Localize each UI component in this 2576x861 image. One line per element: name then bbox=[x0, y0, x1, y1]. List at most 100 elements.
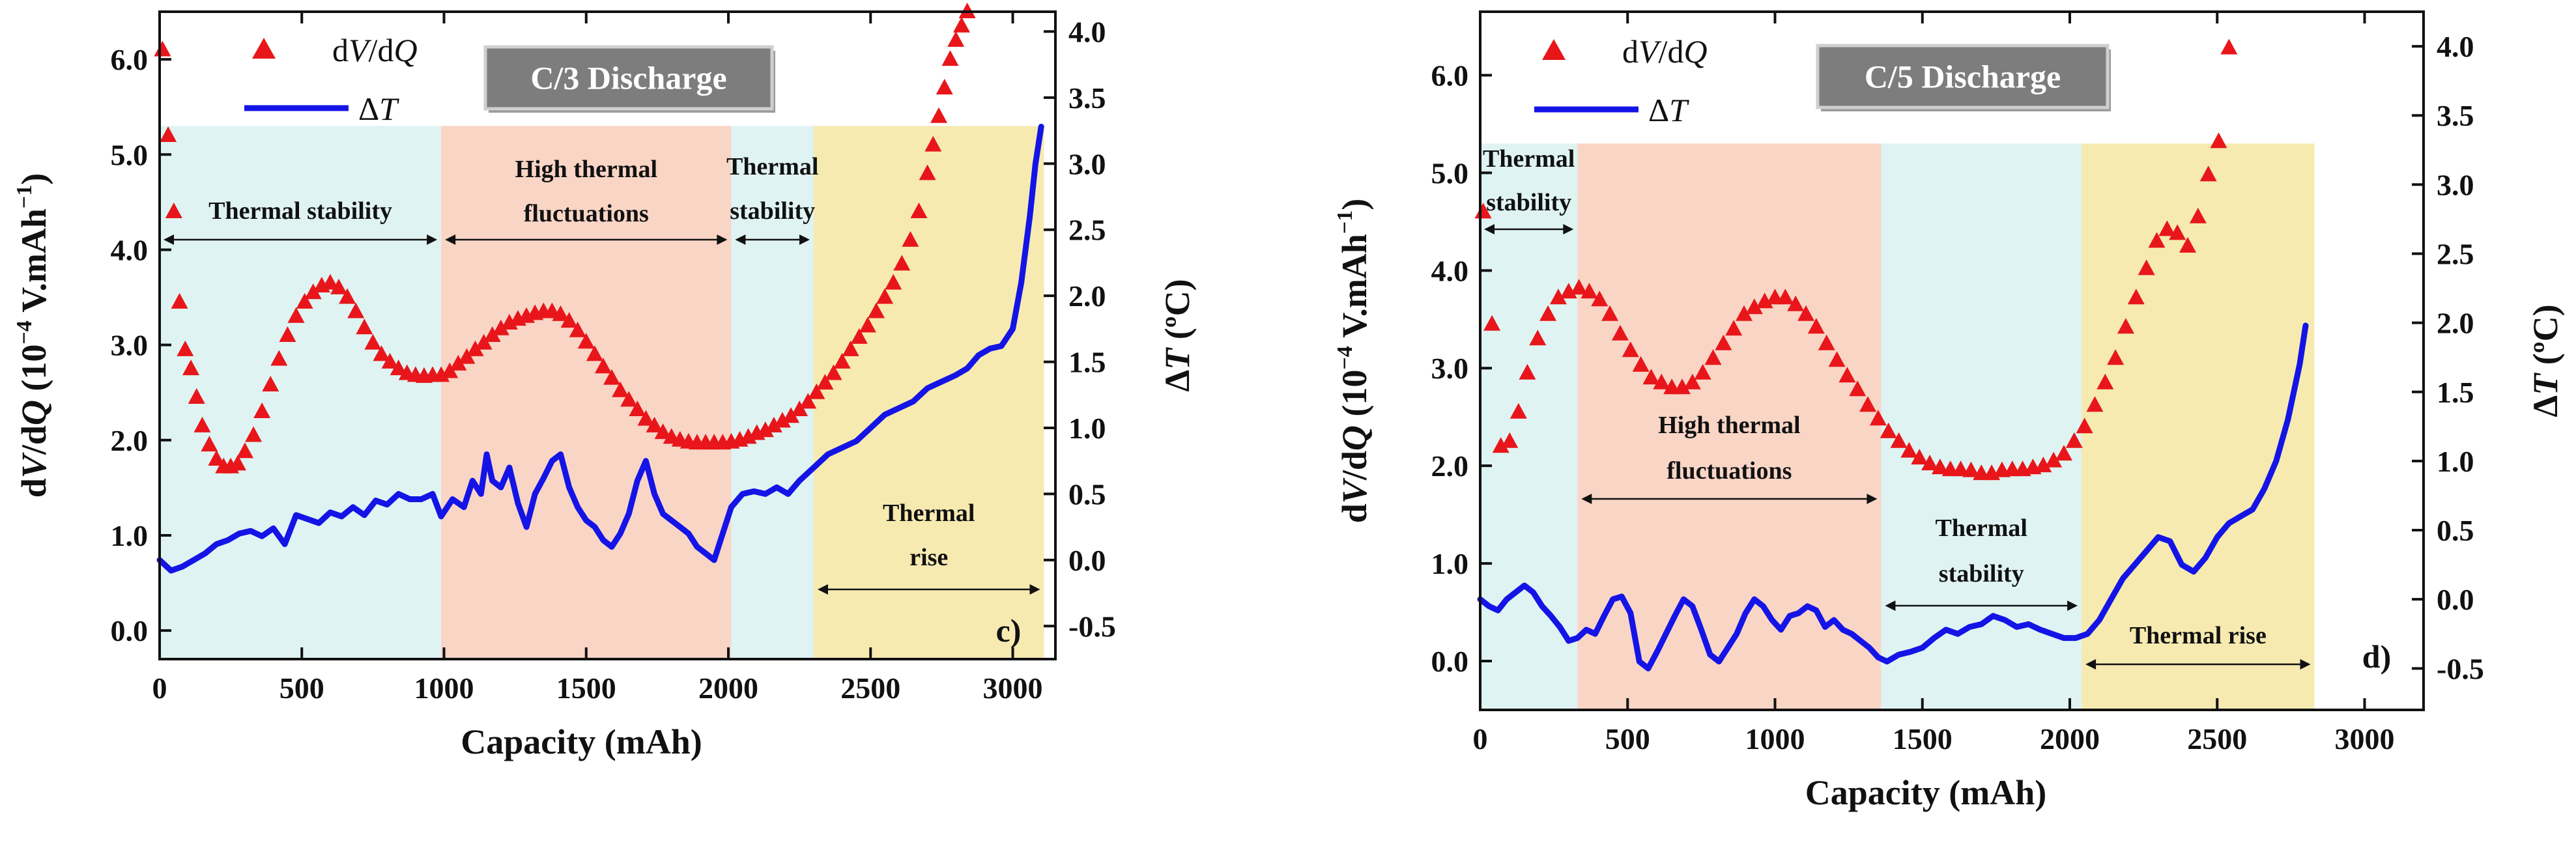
x-tick-label: 500 bbox=[1605, 722, 1650, 755]
arrow-head-left bbox=[2085, 659, 2097, 670]
dvdq-point bbox=[1931, 459, 1949, 475]
dvdq-point bbox=[1962, 461, 1980, 477]
x-tick-label: 1500 bbox=[556, 671, 616, 705]
dvdq-point bbox=[868, 302, 885, 318]
region-band bbox=[1881, 143, 2082, 711]
region-label: High thermal bbox=[1658, 412, 1800, 439]
y-left-tick-label: 4.0 bbox=[111, 233, 149, 266]
dvdq-point bbox=[339, 288, 356, 304]
region-label: Thermal bbox=[1483, 145, 1575, 173]
y-right-tick-label: 1.5 bbox=[2437, 376, 2474, 409]
dvdq-point bbox=[629, 401, 646, 417]
x-tick-label: 1000 bbox=[414, 671, 474, 705]
dvdq-point bbox=[885, 274, 902, 290]
dvdq-point bbox=[208, 450, 225, 466]
dvdq-point bbox=[356, 318, 373, 335]
arrow-head-right bbox=[1029, 584, 1040, 595]
dvdq-point bbox=[910, 202, 928, 218]
dvdq-point bbox=[1911, 449, 1928, 465]
y-right-tick-label: 3.0 bbox=[1068, 147, 1106, 180]
dvdq-point bbox=[569, 321, 586, 337]
chart-panel-c: Thermal stability High thermal fluctuation… bbox=[12, 3, 1197, 761]
x-tick-label: 0 bbox=[152, 671, 167, 705]
dvdq-point bbox=[2097, 373, 2114, 389]
dvdq-point bbox=[2158, 220, 2176, 236]
legend-triangle-marker bbox=[252, 38, 276, 59]
x-tick-label: 1000 bbox=[1745, 722, 1805, 755]
region-label: fluctuations bbox=[1667, 457, 1792, 485]
dvdq-point bbox=[1483, 315, 1501, 331]
y-right-axis-label: ΔT (ºC) bbox=[2526, 304, 2565, 417]
dvdq-point bbox=[654, 423, 672, 440]
y-left-tick-label: 1.0 bbox=[1431, 547, 1469, 580]
dvdq-point bbox=[833, 352, 851, 369]
dvdq-point bbox=[1611, 324, 1629, 341]
dvdq-point bbox=[2055, 445, 2072, 461]
dvdq-point bbox=[2127, 289, 2145, 305]
y-right-tick-label: 2.0 bbox=[1068, 279, 1106, 313]
dvdq-point bbox=[171, 292, 188, 309]
arrow-head-right bbox=[427, 234, 438, 245]
x-tick-label: 1500 bbox=[1893, 722, 1953, 755]
arrow-head-left bbox=[164, 234, 174, 245]
legend-label-dvdq: dV/dQ bbox=[1622, 33, 1708, 70]
dvdq-point bbox=[850, 328, 868, 344]
y-left-tick-label: 2.0 bbox=[1431, 449, 1469, 483]
dvdq-point bbox=[936, 78, 953, 94]
dvdq-point bbox=[253, 402, 271, 418]
dvdq-point bbox=[160, 126, 177, 143]
dvdq-point bbox=[2086, 396, 2104, 412]
dvdq-point bbox=[1694, 363, 1711, 380]
y-right-tick-label: -0.5 bbox=[2437, 652, 2484, 685]
dvdq-point bbox=[245, 426, 263, 442]
dvdq-point bbox=[842, 340, 859, 356]
dvdq-point bbox=[450, 354, 467, 371]
dvdq-point bbox=[941, 50, 959, 66]
dvdq-point bbox=[947, 31, 965, 47]
dvdq-point bbox=[1539, 305, 1557, 321]
dvdq-point bbox=[2210, 132, 2227, 148]
dvdq-point bbox=[756, 421, 774, 438]
dvdq-point bbox=[1777, 289, 1794, 305]
dvdq-point bbox=[876, 288, 894, 304]
dvdq-point bbox=[2076, 417, 2093, 434]
arrow-head-left bbox=[817, 584, 828, 595]
region-label: Thermal bbox=[726, 153, 818, 180]
dvdq-point bbox=[765, 416, 782, 432]
dvdq-point bbox=[1900, 442, 1918, 458]
x-tick-label: 2500 bbox=[840, 671, 900, 705]
y-left-tick-label: 3.0 bbox=[1431, 352, 1469, 385]
dvdq-point bbox=[270, 350, 288, 366]
dvdq-point bbox=[1683, 373, 1701, 389]
dvdq-point bbox=[1715, 334, 1732, 350]
y-right-tick-label: 0.5 bbox=[2437, 514, 2474, 547]
dvdq-point bbox=[1704, 349, 1722, 365]
title-badge bbox=[483, 45, 774, 111]
dvdq-point bbox=[492, 319, 509, 335]
dvdq-point bbox=[1591, 290, 1609, 307]
dvdq-point bbox=[1735, 305, 1753, 321]
dvdq-point bbox=[364, 333, 382, 350]
y-right-axis-label: ΔT (ºC) bbox=[1158, 279, 1197, 391]
dvdq-point bbox=[1581, 283, 1598, 299]
dvdq-point bbox=[2117, 318, 2134, 334]
dvdq-point bbox=[620, 391, 638, 407]
chart-title: C/3 Discharge bbox=[530, 60, 726, 96]
arrow-head-right bbox=[2300, 659, 2311, 670]
dvdq-point bbox=[2179, 236, 2196, 253]
dvdq-point bbox=[919, 164, 936, 180]
dvdq-point bbox=[296, 292, 313, 309]
dvdq-point bbox=[603, 369, 621, 385]
y-left-tick-label: 3.0 bbox=[111, 329, 149, 362]
dvdq-point bbox=[2107, 349, 2125, 365]
dvdq-point bbox=[1642, 369, 1660, 385]
dvdq-point bbox=[594, 358, 612, 374]
dvdq-point bbox=[893, 255, 911, 271]
plot-frame bbox=[1479, 10, 2425, 711]
y-right-tick-label: 2.0 bbox=[2437, 307, 2474, 340]
y-right-tick-label: -0.5 bbox=[1068, 610, 1116, 643]
panel-label: d) bbox=[2362, 638, 2391, 675]
dvdq-point bbox=[321, 274, 339, 290]
region-label: Thermal stability bbox=[208, 197, 392, 225]
region-label: High thermal bbox=[515, 156, 657, 183]
